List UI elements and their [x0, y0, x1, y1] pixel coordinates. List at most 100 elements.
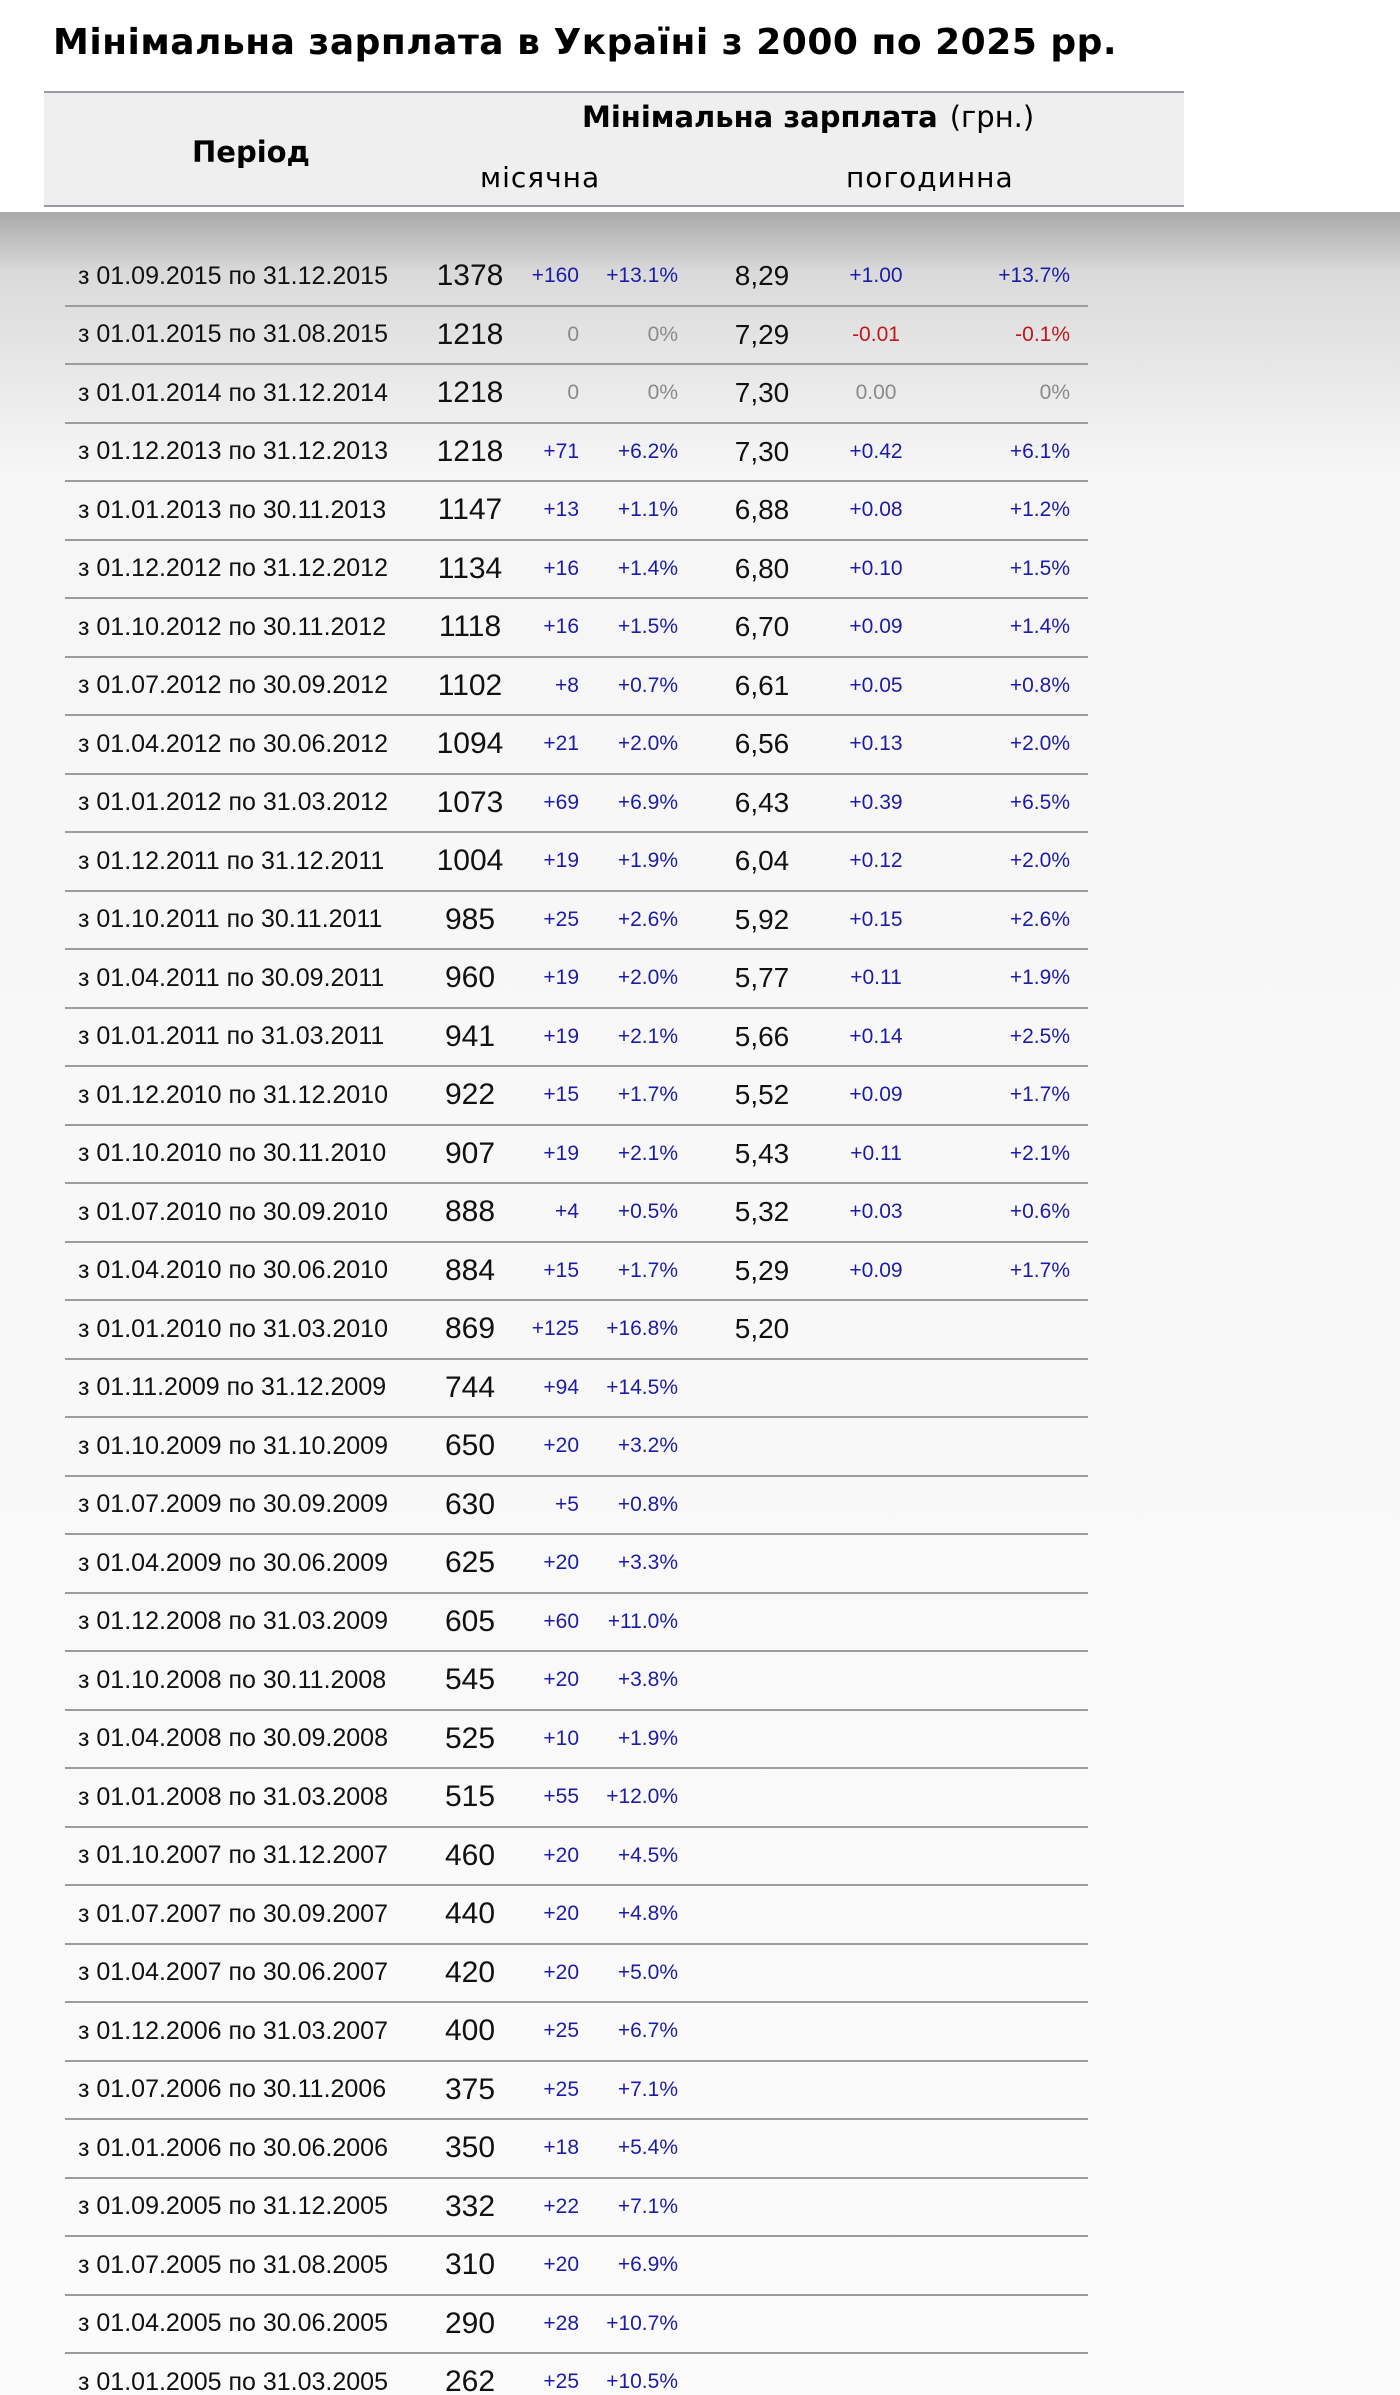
period-cell: з 01.01.2008 по 31.03.2008	[65, 1768, 428, 1828]
hourly-change-cell	[822, 2353, 930, 2395]
table-row: з 01.01.2013 по 30.11.2013 1147 +13 +1.1% 6,…	[65, 481, 1088, 541]
hourly-change-pct-cell: 0%	[930, 364, 1088, 424]
period-cell: з 01.01.2005 по 31.03.2005	[65, 2353, 428, 2395]
hourly-change-pct-cell	[930, 1768, 1088, 1828]
hourly-change-cell: +0.39	[822, 773, 930, 833]
monthly-change-pct-cell: +2.6%	[593, 890, 702, 950]
monthly-change-cell: +20	[512, 1885, 593, 1945]
table-row: з 01.01.2006 по 30.06.2006 350 +18 +5.4%	[65, 2119, 1088, 2179]
monthly-change-pct-cell: +0.8%	[593, 1475, 702, 1535]
period-cell: з 01.07.2007 по 30.09.2007	[65, 1885, 428, 1945]
hourly-cell	[702, 2177, 822, 2237]
hourly-cell	[702, 1885, 822, 1945]
period-cell: з 01.12.2010 по 31.12.2010	[65, 1066, 428, 1126]
period-cell: з 01.01.2014 по 31.12.2014	[65, 364, 428, 424]
monthly-change-cell: +71	[512, 422, 593, 482]
monthly-change-cell: +5	[512, 1475, 593, 1535]
hourly-cell	[702, 1768, 822, 1828]
monthly-change-pct-cell: +16.8%	[593, 1300, 702, 1360]
table-row: з 01.10.2012 по 30.11.2012 1118 +16 +1.5% 6,…	[65, 598, 1088, 658]
table-row: з 01.04.2008 по 30.09.2008 525 +10 +1.9%	[65, 1709, 1088, 1769]
monthly-change-cell: +20	[512, 1651, 593, 1711]
monthly-change-cell: +16	[512, 539, 593, 599]
hourly-cell: 8,29	[702, 248, 822, 307]
monthly-change-pct-cell: +14.5%	[593, 1358, 702, 1418]
hourly-cell: 6,80	[702, 539, 822, 599]
table-row: з 01.07.2010 по 30.09.2010 888 +4 +0.5% 5,32…	[65, 1183, 1088, 1243]
monthly-change-cell: +10	[512, 1709, 593, 1769]
monthly-change-cell: +25	[512, 890, 593, 950]
monthly-change-cell: +20	[512, 1417, 593, 1477]
header-hourly: погодинна	[846, 161, 1014, 194]
hourly-change-pct-cell	[930, 2177, 1088, 2237]
hourly-cell	[702, 1709, 822, 1769]
monthly-change-pct-cell: +13.1%	[593, 248, 702, 307]
hourly-cell: 6,61	[702, 656, 822, 716]
monthly-cell: 922	[428, 1066, 512, 1126]
monthly-change-pct-cell: +4.8%	[593, 1885, 702, 1945]
hourly-change-pct-cell: +1.9%	[930, 949, 1088, 1009]
hourly-cell: 5,52	[702, 1066, 822, 1126]
monthly-change-cell: +25	[512, 2002, 593, 2062]
monthly-cell: 1102	[428, 656, 512, 716]
period-cell: з 01.04.2010 по 30.06.2010	[65, 1241, 428, 1301]
period-cell: з 01.11.2009 по 31.12.2009	[65, 1358, 428, 1418]
monthly-change-pct-cell: +1.1%	[593, 481, 702, 541]
monthly-cell: 960	[428, 949, 512, 1009]
monthly-change-pct-cell: +7.1%	[593, 2177, 702, 2237]
monthly-change-cell: 0	[512, 364, 593, 424]
period-cell: з 01.04.2011 по 30.09.2011	[65, 949, 428, 1009]
table-row: з 01.01.2015 по 31.08.2015 1218 0 0% 7,29 -0.…	[65, 305, 1088, 365]
hourly-change-pct-cell: +1.2%	[930, 481, 1088, 541]
monthly-cell: 262	[428, 2353, 512, 2395]
monthly-change-cell: 0	[512, 305, 593, 365]
table-row: з 01.12.2010 по 31.12.2010 922 +15 +1.7% 5,5…	[65, 1066, 1088, 1126]
hourly-cell: 5,66	[702, 1007, 822, 1067]
table-row: з 01.07.2012 по 30.09.2012 1102 +8 +0.7% 6,6…	[65, 656, 1088, 716]
monthly-change-cell: +4	[512, 1183, 593, 1243]
monthly-change-cell: +16	[512, 598, 593, 658]
hourly-change-cell	[822, 2177, 930, 2237]
period-cell: з 01.01.2010 по 31.03.2010	[65, 1300, 428, 1360]
hourly-cell	[702, 2294, 822, 2354]
table-row: з 01.01.2014 по 31.12.2014 1218 0 0% 7,30 0.0…	[65, 364, 1088, 424]
monthly-change-cell: +19	[512, 949, 593, 1009]
hourly-change-cell	[822, 1885, 930, 1945]
monthly-cell: 515	[428, 1768, 512, 1828]
hourly-change-cell	[822, 2294, 930, 2354]
hourly-change-cell	[822, 1651, 930, 1711]
table-row: з 01.01.2011 по 31.03.2011 941 +19 +2.1% 5,6…	[65, 1007, 1088, 1067]
monthly-change-pct-cell: +2.1%	[593, 1007, 702, 1067]
monthly-change-cell: +69	[512, 773, 593, 833]
monthly-change-cell: +21	[512, 715, 593, 775]
monthly-change-cell: +8	[512, 656, 593, 716]
salary-table: з 01.09.2015 по 31.12.2015 1378 +160 +13.1%…	[65, 248, 1088, 2395]
monthly-change-pct-cell: 0%	[593, 305, 702, 365]
table-row: з 01.12.2012 по 31.12.2012 1134 +16 +1.4% 6,…	[65, 539, 1088, 599]
hourly-change-pct-cell	[930, 1885, 1088, 1945]
hourly-change-cell: +0.05	[822, 656, 930, 716]
table-row: з 01.10.2009 по 31.10.2009 650 +20 +3.2%	[65, 1417, 1088, 1477]
period-cell: з 01.10.2010 по 30.11.2010	[65, 1124, 428, 1184]
hourly-change-pct-cell: +0.8%	[930, 656, 1088, 716]
table-row: з 01.09.2005 по 31.12.2005 332 +22 +7.1%	[65, 2177, 1088, 2237]
hourly-change-cell	[822, 2002, 930, 2062]
hourly-cell	[702, 1417, 822, 1477]
monthly-change-pct-cell: +2.1%	[593, 1124, 702, 1184]
hourly-change-pct-cell	[930, 1651, 1088, 1711]
hourly-change-pct-cell	[930, 2060, 1088, 2120]
hourly-change-cell	[822, 1826, 930, 1886]
hourly-change-pct-cell: +2.0%	[930, 832, 1088, 892]
period-cell: з 01.09.2005 по 31.12.2005	[65, 2177, 428, 2237]
period-cell: з 01.01.2012 по 31.03.2012	[65, 773, 428, 833]
hourly-cell	[702, 1475, 822, 1535]
hourly-change-cell: +0.11	[822, 949, 930, 1009]
hourly-change-cell: +0.09	[822, 1241, 930, 1301]
hourly-change-pct-cell: +6.5%	[930, 773, 1088, 833]
period-cell: з 01.12.2013 по 31.12.2013	[65, 422, 428, 482]
monthly-change-pct-cell: +11.0%	[593, 1592, 702, 1652]
monthly-change-cell: +15	[512, 1066, 593, 1126]
monthly-change-cell: +125	[512, 1300, 593, 1360]
table-row: з 01.10.2007 по 31.12.2007 460 +20 +4.5%	[65, 1826, 1088, 1886]
